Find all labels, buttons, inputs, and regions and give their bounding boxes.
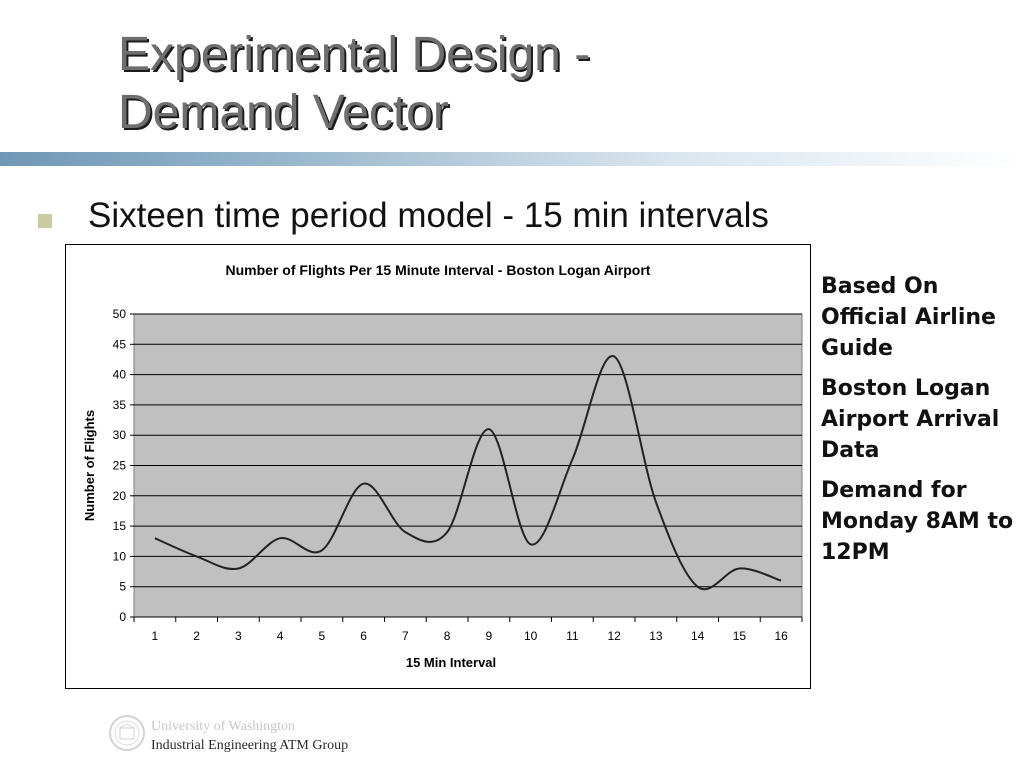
chart-title: Number of Flights Per 15 Minute Interval… [226,262,651,278]
x-tick-label: 7 [402,629,409,643]
notes-panel: Based On Official Airline Guide Boston L… [821,271,1021,577]
note-3: Demand for Monday 8AM to 12PM [821,478,1014,565]
y-tick-label: 40 [113,368,127,382]
note-2: Boston Logan Airport Arrival Data [821,376,1000,463]
x-axis-title: 15 Min Interval [406,655,496,670]
y-tick-label: 20 [113,489,127,503]
bullet-text: Sixteen time period model - 15 min inter… [88,196,769,235]
title-line-1: Experimental Design - [118,28,591,81]
bullet-square-icon [38,214,52,228]
chart-frame: Number of Flights Per 15 Minute Interval… [65,244,811,689]
x-tick-label: 1 [152,629,159,643]
y-tick-label: 15 [113,519,127,533]
y-tick-label: 0 [119,610,126,624]
x-tick-label: 12 [607,629,621,643]
footer-university: University of Washington [151,719,296,734]
note-1: Based On Official Airline Guide [821,274,996,361]
university-seal-icon [109,715,145,751]
x-tick-label: 10 [524,629,538,643]
x-tick-label: 2 [193,629,200,643]
y-tick-label: 10 [113,549,127,563]
x-tick-label: 15 [733,629,747,643]
title-line-2: Demand Vector [118,86,449,139]
y-axis-title: Number of Flights [82,410,97,521]
x-tick-label: 6 [360,629,367,643]
x-tick-label: 13 [649,629,663,643]
x-tick-label: 8 [444,629,451,643]
x-tick-label: 16 [774,629,788,643]
y-tick-label: 25 [113,459,127,473]
y-tick-label: 35 [113,398,127,412]
x-tick-label: 14 [691,629,705,643]
x-tick-label: 4 [277,629,284,643]
x-tick-label: 9 [486,629,493,643]
footer-group: Industrial Engineering ATM Group [151,738,349,753]
flights-line-chart: Number of Flights Per 15 Minute Interval… [82,262,803,670]
y-tick-label: 5 [119,580,126,594]
x-tick-label: 3 [235,629,242,643]
y-tick-label: 45 [113,337,127,351]
x-tick-label: 11 [566,629,579,643]
slide-title: Experimental Design - Demand Vector [118,26,590,142]
series-line [154,355,782,591]
x-tick-label: 5 [319,629,326,643]
y-tick-label: 50 [113,307,127,321]
title-divider [0,152,1024,166]
y-tick-label: 30 [113,428,127,442]
